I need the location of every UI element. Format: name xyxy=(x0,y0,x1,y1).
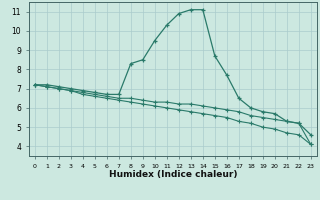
X-axis label: Humidex (Indice chaleur): Humidex (Indice chaleur) xyxy=(108,170,237,179)
